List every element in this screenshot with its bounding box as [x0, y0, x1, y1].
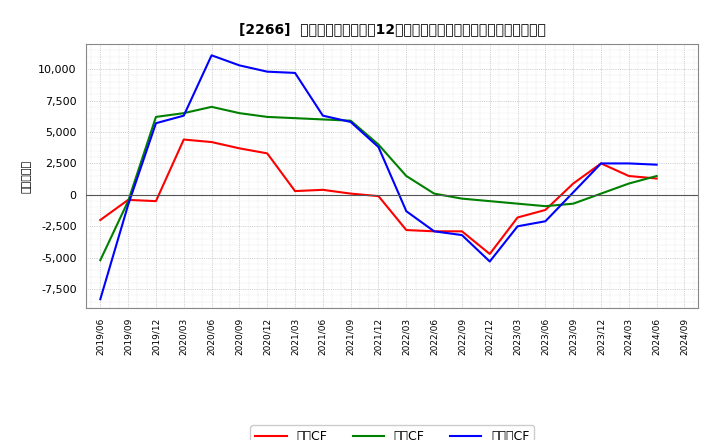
- フリーCF: [152, 121, 161, 126]
- 投資CF: [124, 198, 132, 204]
- 投資CF: [96, 257, 104, 263]
- 営業CF: [541, 207, 550, 213]
- 営業CF: [485, 251, 494, 257]
- Y-axis label: （百万円）: （百万円）: [21, 159, 31, 193]
- 投資CF: [569, 201, 577, 206]
- 投資CF: [318, 117, 327, 122]
- フリーCF: [179, 113, 188, 118]
- フリーCF: [652, 162, 661, 167]
- 営業CF: [235, 146, 243, 151]
- Title: [2266]  キャッシュフローの12か月移動合計の対前年同期増減額の推移: [2266] キャッシュフローの12か月移動合計の対前年同期増減額の推移: [239, 22, 546, 36]
- 投資CF: [430, 191, 438, 196]
- 営業CF: [346, 191, 355, 196]
- フリーCF: [597, 161, 606, 166]
- 営業CF: [374, 194, 383, 199]
- Line: 投資CF: 投資CF: [100, 107, 657, 260]
- フリーCF: [124, 202, 132, 208]
- 営業CF: [430, 229, 438, 234]
- フリーCF: [291, 70, 300, 76]
- 投資CF: [152, 114, 161, 120]
- 投資CF: [597, 191, 606, 196]
- 投資CF: [513, 201, 522, 206]
- 投資CF: [207, 104, 216, 110]
- 営業CF: [569, 181, 577, 186]
- 投資CF: [624, 181, 633, 186]
- 営業CF: [513, 215, 522, 220]
- フリーCF: [513, 224, 522, 229]
- フリーCF: [430, 229, 438, 234]
- 投資CF: [374, 142, 383, 147]
- 営業CF: [652, 176, 661, 181]
- フリーCF: [374, 144, 383, 150]
- 投資CF: [235, 110, 243, 116]
- フリーCF: [235, 63, 243, 68]
- 投資CF: [263, 114, 271, 120]
- Line: フリーCF: フリーCF: [100, 55, 657, 299]
- 営業CF: [458, 229, 467, 234]
- Legend: 営業CF, 投資CF, フリーCF: 営業CF, 投資CF, フリーCF: [251, 425, 534, 440]
- フリーCF: [263, 69, 271, 74]
- フリーCF: [458, 232, 467, 238]
- Line: 営業CF: 営業CF: [100, 139, 657, 254]
- 営業CF: [179, 137, 188, 142]
- フリーCF: [402, 209, 410, 214]
- 投資CF: [541, 204, 550, 209]
- フリーCF: [96, 297, 104, 302]
- 投資CF: [652, 173, 661, 179]
- 投資CF: [485, 198, 494, 204]
- フリーCF: [541, 219, 550, 224]
- 営業CF: [207, 139, 216, 145]
- 投資CF: [346, 118, 355, 123]
- フリーCF: [569, 190, 577, 195]
- フリーCF: [485, 259, 494, 264]
- フリーCF: [207, 53, 216, 58]
- 営業CF: [597, 161, 606, 166]
- フリーCF: [318, 113, 327, 118]
- 営業CF: [96, 217, 104, 223]
- 営業CF: [152, 198, 161, 204]
- 営業CF: [124, 197, 132, 202]
- 営業CF: [263, 151, 271, 156]
- 営業CF: [624, 173, 633, 179]
- 投資CF: [402, 173, 410, 179]
- 営業CF: [291, 188, 300, 194]
- 投資CF: [458, 196, 467, 201]
- フリーCF: [346, 119, 355, 125]
- 投資CF: [179, 110, 188, 116]
- 営業CF: [318, 187, 327, 192]
- 投資CF: [291, 116, 300, 121]
- 営業CF: [402, 227, 410, 233]
- フリーCF: [624, 161, 633, 166]
